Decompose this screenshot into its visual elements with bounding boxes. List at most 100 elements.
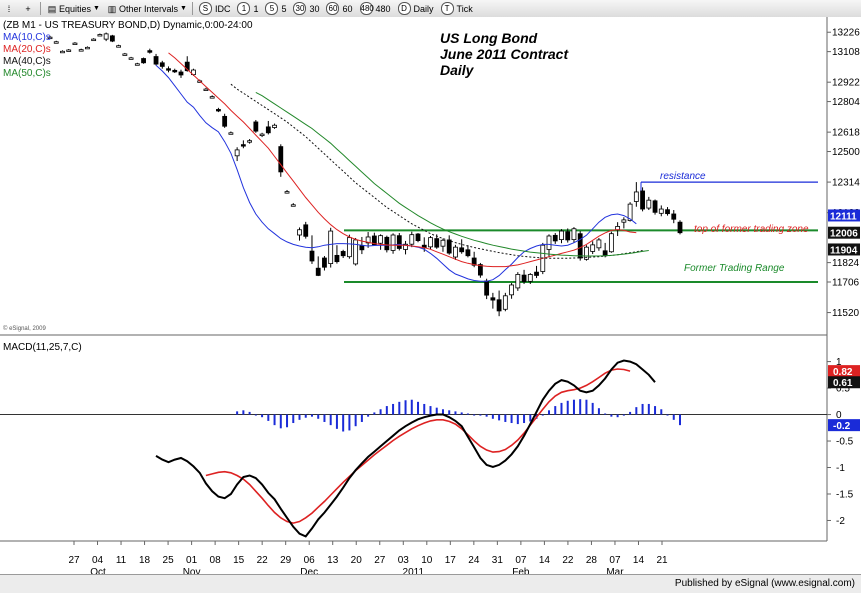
candle [621,217,627,229]
interval-30-icon: 30 [293,2,307,15]
x-axis-tick-label: 21 [656,555,668,566]
candle-body [359,245,365,251]
legend-ma50: MA(50,C)s [3,68,51,79]
toolbar-daily-button[interactable]: D Daily [395,1,437,16]
candle-body [534,271,539,276]
candle [72,42,78,45]
chart-title-line-1: US Long Bond [440,30,538,46]
candle [434,234,440,249]
annotation-top-of-former-zone: top of former trading zone [694,224,809,235]
candle [665,207,670,216]
candle-body [384,236,390,251]
candle-body [134,63,140,66]
macd-histogram-bar [591,402,594,415]
price-chart[interactable]: 13226 13108 12922 12804 12618 12500 12314 1 21 28… [0,17,861,574]
macd-histogram-bar [448,410,451,415]
x-axis-month-label: Dec [300,567,318,574]
candle [172,68,178,73]
candle-body [109,35,115,42]
candle [234,147,240,162]
toolbar-add-button[interactable]: + [20,1,38,16]
legend-ma40: MA(40,C)s [3,56,51,67]
candle-body [265,126,271,134]
candle-body [584,246,589,260]
candle-body [365,236,371,244]
toolbar-idc-button[interactable]: S IDC [196,1,234,16]
macd-histogram-bar [286,414,289,428]
candle [97,33,103,37]
candle [403,240,408,255]
candle-body [490,297,496,301]
macd-histogram-bar [523,414,526,424]
macd-histogram-bar [529,414,532,422]
candle-body [297,229,302,236]
candle [446,235,452,255]
candle [284,189,290,194]
macd-value-label-box [828,365,860,378]
candle-body [284,191,290,194]
interval-480-icon: 480 [359,2,374,15]
candle-body [322,257,327,268]
toolbar-interval-480-button[interactable]: 480 480 [357,1,394,16]
macd-histogram-bar [504,414,507,422]
macd-value-label-text: 0.61 [833,378,853,389]
toolbar-label: 480 [375,3,391,14]
y-axis-tick-label: 11824 [832,258,860,269]
toolbar-equities-button[interactable]: ▤ Equities ▼ [44,1,103,16]
x-axis-tick-label: 13 [327,555,339,566]
x-axis-tick-label: 14 [539,555,551,566]
candle-body [309,250,315,262]
candle [116,44,122,48]
price-label-text: 11904 [830,245,858,256]
chart-background [0,17,861,574]
candle [278,144,284,177]
toolbar-tick-button[interactable]: T Tick [438,1,476,16]
toolbar-intervals-button[interactable]: ▥ Other Intervals ▼ [104,1,190,16]
candle [303,221,309,239]
candle-body [278,146,284,173]
x-axis-tick-label: 22 [257,555,269,566]
candle-body [72,42,78,45]
candle [652,199,658,215]
macd-value-label-text: -0.2 [833,421,851,432]
macd-histogram-bar [473,414,476,416]
candle [565,228,571,243]
candle [465,245,471,258]
x-axis-tick-label: 04 [92,555,104,566]
toolbar-interval-60-button[interactable]: 60 60 [323,1,355,16]
intervals-icon: ▥ [107,3,117,14]
macd-histogram-bar [679,414,681,426]
candle [502,292,508,312]
candle [166,66,171,73]
candle-body [272,124,277,128]
x-axis-tick-label: 28 [586,555,598,566]
candle-body [353,239,359,265]
macd-histogram-bar [373,412,376,415]
candle-body [253,121,259,132]
candle [515,272,521,291]
toolbar-interval-30-button[interactable]: 30 30 [290,1,322,16]
candle-body [153,56,159,65]
macd-value-label-box [828,419,860,432]
candle-body [122,53,128,56]
candle-body [646,199,652,209]
candle-body [216,109,221,112]
macd-histogram-bar [379,409,382,415]
candle [428,235,433,250]
candle-body [446,239,452,254]
candle-body [240,144,246,147]
moving-average-ma-20-c-s [168,52,637,268]
macd-histogram-bar [310,414,313,417]
macd-y-axis-tick-label: -0.5 [836,437,854,448]
macd-histogram-bar [398,401,401,415]
macd-histogram-bar [460,412,463,415]
macd-histogram-bar [292,414,295,424]
candle [490,292,496,309]
x-axis-tick-label: 07 [609,555,621,566]
candle [203,87,209,91]
macd-histogram-bar [423,403,426,415]
macd-line [155,359,656,538]
candle [552,233,558,244]
